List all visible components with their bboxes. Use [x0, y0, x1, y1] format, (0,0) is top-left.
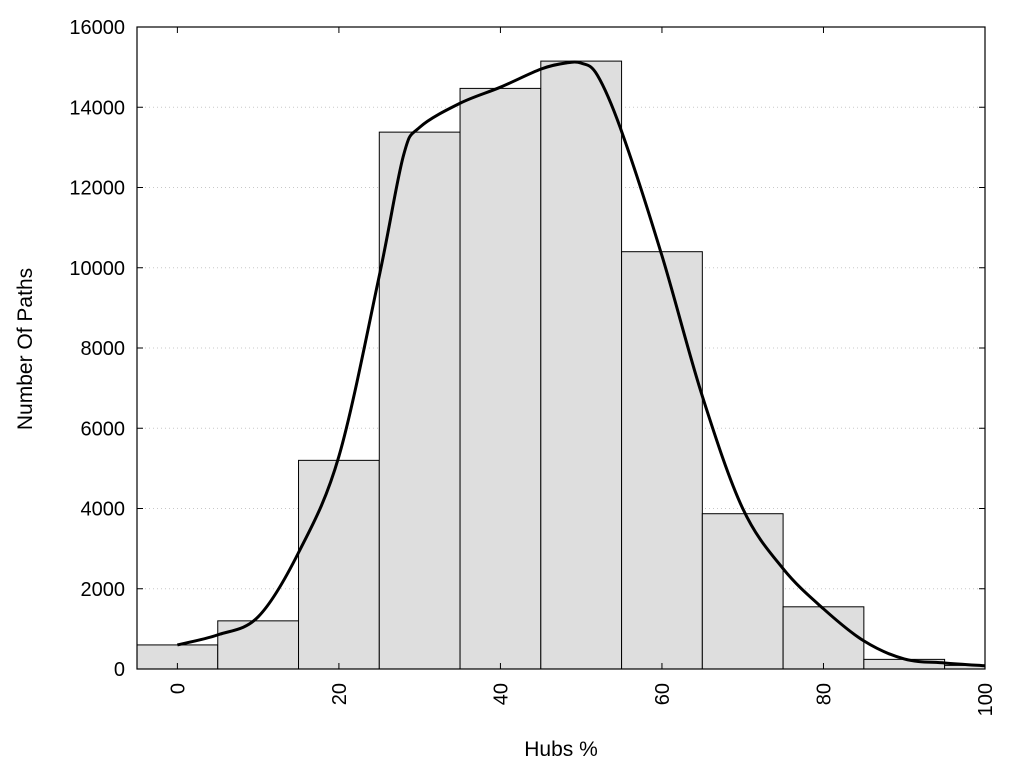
- x-axis-ticks: 0 20 40 60 80 100: [167, 27, 997, 716]
- x-tick-label: 100: [975, 683, 997, 716]
- x-tick-label: 80: [813, 683, 835, 705]
- histogram-bar: [701, 513, 784, 670]
- y-tick-label: 6000: [81, 418, 126, 440]
- histogram-bar: [459, 87, 542, 670]
- y-tick-label: 16000: [69, 17, 125, 39]
- y-tick-label: 0: [114, 659, 125, 681]
- y-tick-label: 10000: [69, 258, 125, 280]
- y-axis-ticks: 0 2000 4000 6000 8000 10000 12000 14000 16000: [69, 17, 985, 681]
- histogram-bar: [298, 459, 380, 670]
- histogram-bar: [217, 620, 300, 670]
- x-tick-label: 20: [329, 683, 351, 705]
- y-axis-title: Number Of Paths: [14, 268, 37, 430]
- y-tick-label: 8000: [81, 338, 126, 360]
- x-tick-label: 60: [652, 683, 674, 705]
- x-tick-label: 40: [490, 683, 512, 705]
- x-tick-label: 0: [167, 683, 189, 694]
- histogram-bars: [136, 60, 986, 670]
- density-curve: [177, 60, 986, 668]
- histogram-bar: [540, 60, 623, 670]
- y-tick-label: 4000: [81, 499, 126, 521]
- y-tick-label: 2000: [81, 579, 126, 601]
- y-tick-label: 12000: [69, 178, 125, 200]
- histogram-bar: [621, 251, 703, 670]
- density-curve-layer: [177, 60, 986, 668]
- y-tick-label: 14000: [69, 97, 125, 119]
- x-axis-title: Hubs %: [524, 738, 598, 761]
- histogram-bar: [782, 606, 865, 670]
